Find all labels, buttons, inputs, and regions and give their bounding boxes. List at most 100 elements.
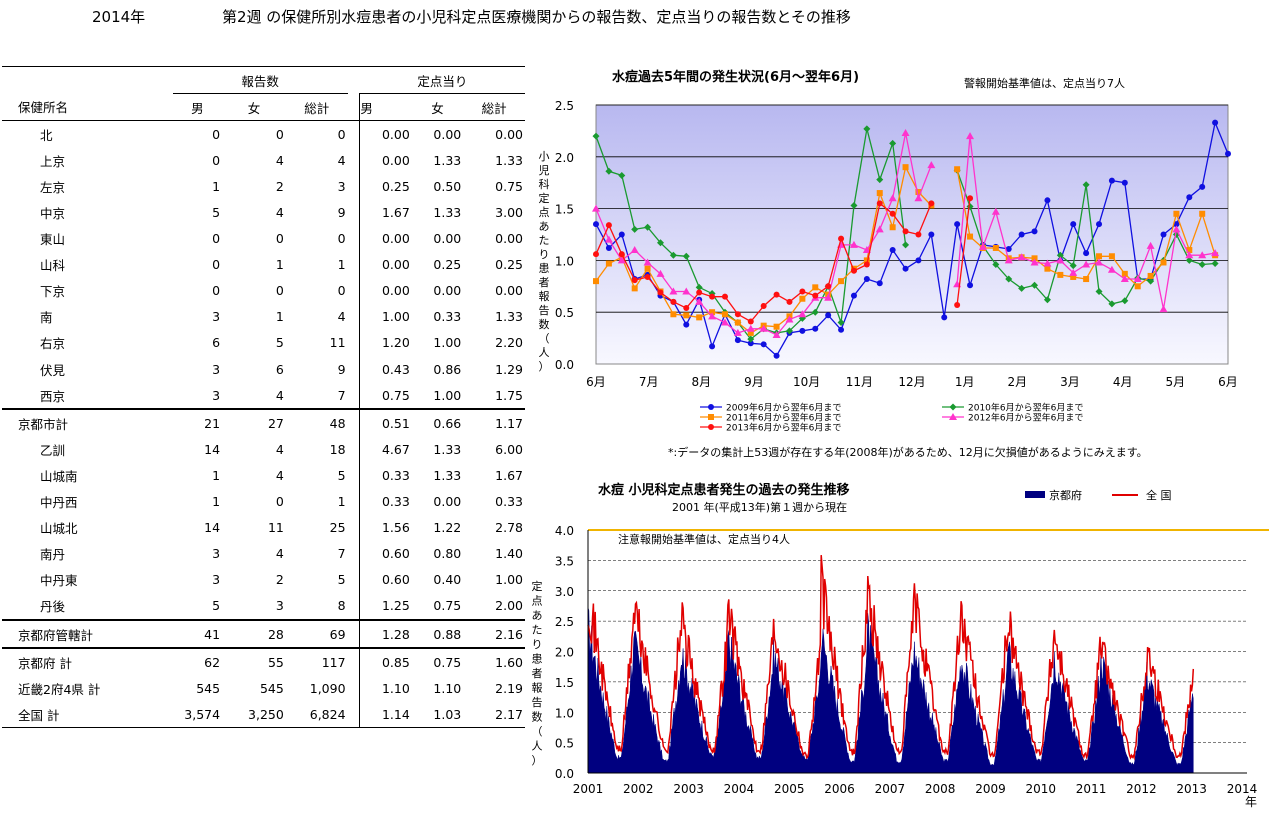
row-name: 京都府管轄計 — [2, 618, 173, 649]
chart2-subtitle: 2001 年(平成13年)第１週から現在 — [672, 500, 847, 514]
row-name: 左京 — [40, 179, 66, 195]
data-point — [786, 298, 793, 305]
y-tick-label: 1.5 — [555, 676, 574, 690]
row-name: 京都市計 — [2, 408, 173, 437]
cell-value: 1.17 — [463, 408, 525, 437]
cell-value: 3 — [275, 598, 284, 614]
data-point — [863, 261, 870, 268]
data-point — [927, 161, 936, 169]
data-point — [669, 251, 677, 259]
cell-value: 0.00 — [381, 152, 410, 168]
y-axis-label-char: あ — [532, 609, 543, 622]
data-point — [967, 233, 974, 240]
y-tick-label: 2.5 — [555, 615, 574, 629]
cell-value: 6 — [212, 335, 221, 351]
data-point — [1225, 150, 1231, 157]
data-point — [1133, 275, 1142, 283]
chart2-note: 注意報開始基準値は、定点当り4人 — [618, 532, 790, 546]
plot-area — [595, 104, 1229, 365]
cell-value: 1.33 — [495, 309, 523, 325]
cell-value: 1.33 — [495, 152, 523, 168]
table-row: 京都府 計 62 55 117 0.85 0.75 1.60 — [2, 647, 525, 676]
cell-value: 1.33 — [433, 205, 462, 221]
data-point — [1160, 231, 1167, 238]
y-axis-label-char: （ — [539, 332, 550, 345]
data-point — [708, 424, 714, 430]
cell-value: 28 — [222, 618, 286, 649]
data-point — [889, 139, 897, 147]
cell-value: 25 — [329, 520, 346, 536]
data-point — [1146, 241, 1155, 249]
data-point — [772, 330, 781, 338]
data-point — [1031, 255, 1038, 262]
data-point — [876, 176, 884, 184]
data-point — [1121, 179, 1128, 186]
data-point — [799, 327, 806, 334]
cell-value: 69 — [285, 618, 348, 649]
data-point — [721, 293, 728, 300]
x-tick-label: 2012 — [1126, 782, 1157, 796]
cell-value: 5 — [337, 572, 346, 588]
cell-value: 0 — [212, 126, 221, 142]
table-row: 中丹西 1 0 1 0.33 0.00 0.33 — [2, 488, 525, 515]
data-point — [837, 319, 845, 327]
cell-value: 4 — [337, 152, 346, 168]
data-point — [902, 265, 909, 272]
cell-value: 1 — [275, 309, 284, 325]
data-point — [902, 228, 909, 235]
cell-value: 1 — [275, 257, 284, 273]
data-point — [811, 308, 819, 316]
table-row: 左京 1 2 3 0.25 0.50 0.75 — [2, 173, 525, 200]
cell-value: 1.60 — [463, 647, 525, 676]
data-point — [708, 404, 714, 410]
data-point — [1095, 287, 1103, 295]
cell-value: 1.56 — [381, 520, 410, 536]
cell-value: 4 — [275, 387, 284, 403]
data-point — [605, 260, 612, 267]
cell-value: 5 — [337, 467, 346, 483]
data-point — [1030, 258, 1039, 266]
cell-value: 3 — [212, 387, 221, 403]
cell-value: 2 — [275, 572, 284, 588]
row-name: 西京 — [40, 388, 66, 404]
cell-value: 2.20 — [495, 335, 523, 351]
data-point — [838, 278, 845, 285]
x-tick-label: 2011 — [1076, 782, 1107, 796]
data-point — [1121, 297, 1129, 305]
data-point — [849, 240, 858, 248]
data-point — [876, 190, 883, 197]
row-name: 丹後 — [40, 599, 66, 615]
y-axis-label-char: 告 — [539, 304, 550, 317]
data-point — [592, 132, 600, 140]
data-point — [863, 257, 870, 264]
y-tick-label: 0.0 — [555, 358, 574, 372]
cell-value: 1.25 — [381, 598, 410, 614]
cell-value: 0.75 — [495, 178, 523, 194]
data-point — [954, 166, 961, 173]
data-point — [1083, 276, 1090, 283]
cell-value: 4 — [275, 441, 284, 457]
data-point — [1031, 228, 1038, 235]
cell-value: 0 — [212, 231, 221, 247]
data-point — [949, 403, 957, 411]
cell-value: 4.67 — [381, 441, 410, 457]
data-point — [1107, 265, 1116, 273]
y-axis-label-char: 告 — [532, 696, 543, 709]
table-row: 中京 5 4 9 1.67 1.33 3.00 — [2, 199, 525, 226]
data-point — [734, 337, 741, 344]
cell-value: 0 — [337, 231, 346, 247]
cell-value: 0.25 — [433, 257, 462, 273]
cell-value: 0.86 — [433, 361, 462, 377]
legend-label: 2010年6月から翌年6月まで — [968, 402, 1083, 414]
table-row: 南丹 3 4 7 0.60 0.80 1.40 — [2, 540, 525, 567]
cell-value: 0.33 — [381, 494, 410, 510]
cell-value: 0.00 — [381, 283, 410, 299]
x-tick-label: 4月 — [1113, 375, 1133, 389]
cell-value: 6 — [275, 361, 284, 377]
data-point — [1070, 221, 1077, 228]
row-name: 山城南 — [40, 468, 78, 484]
table-row: 北 0 0 0 0.00 0.00 0.00 — [2, 120, 525, 148]
cell-value: 0.25 — [381, 178, 410, 194]
x-tick-label: 3月 — [1060, 375, 1080, 389]
series-line-national — [587, 555, 1195, 761]
